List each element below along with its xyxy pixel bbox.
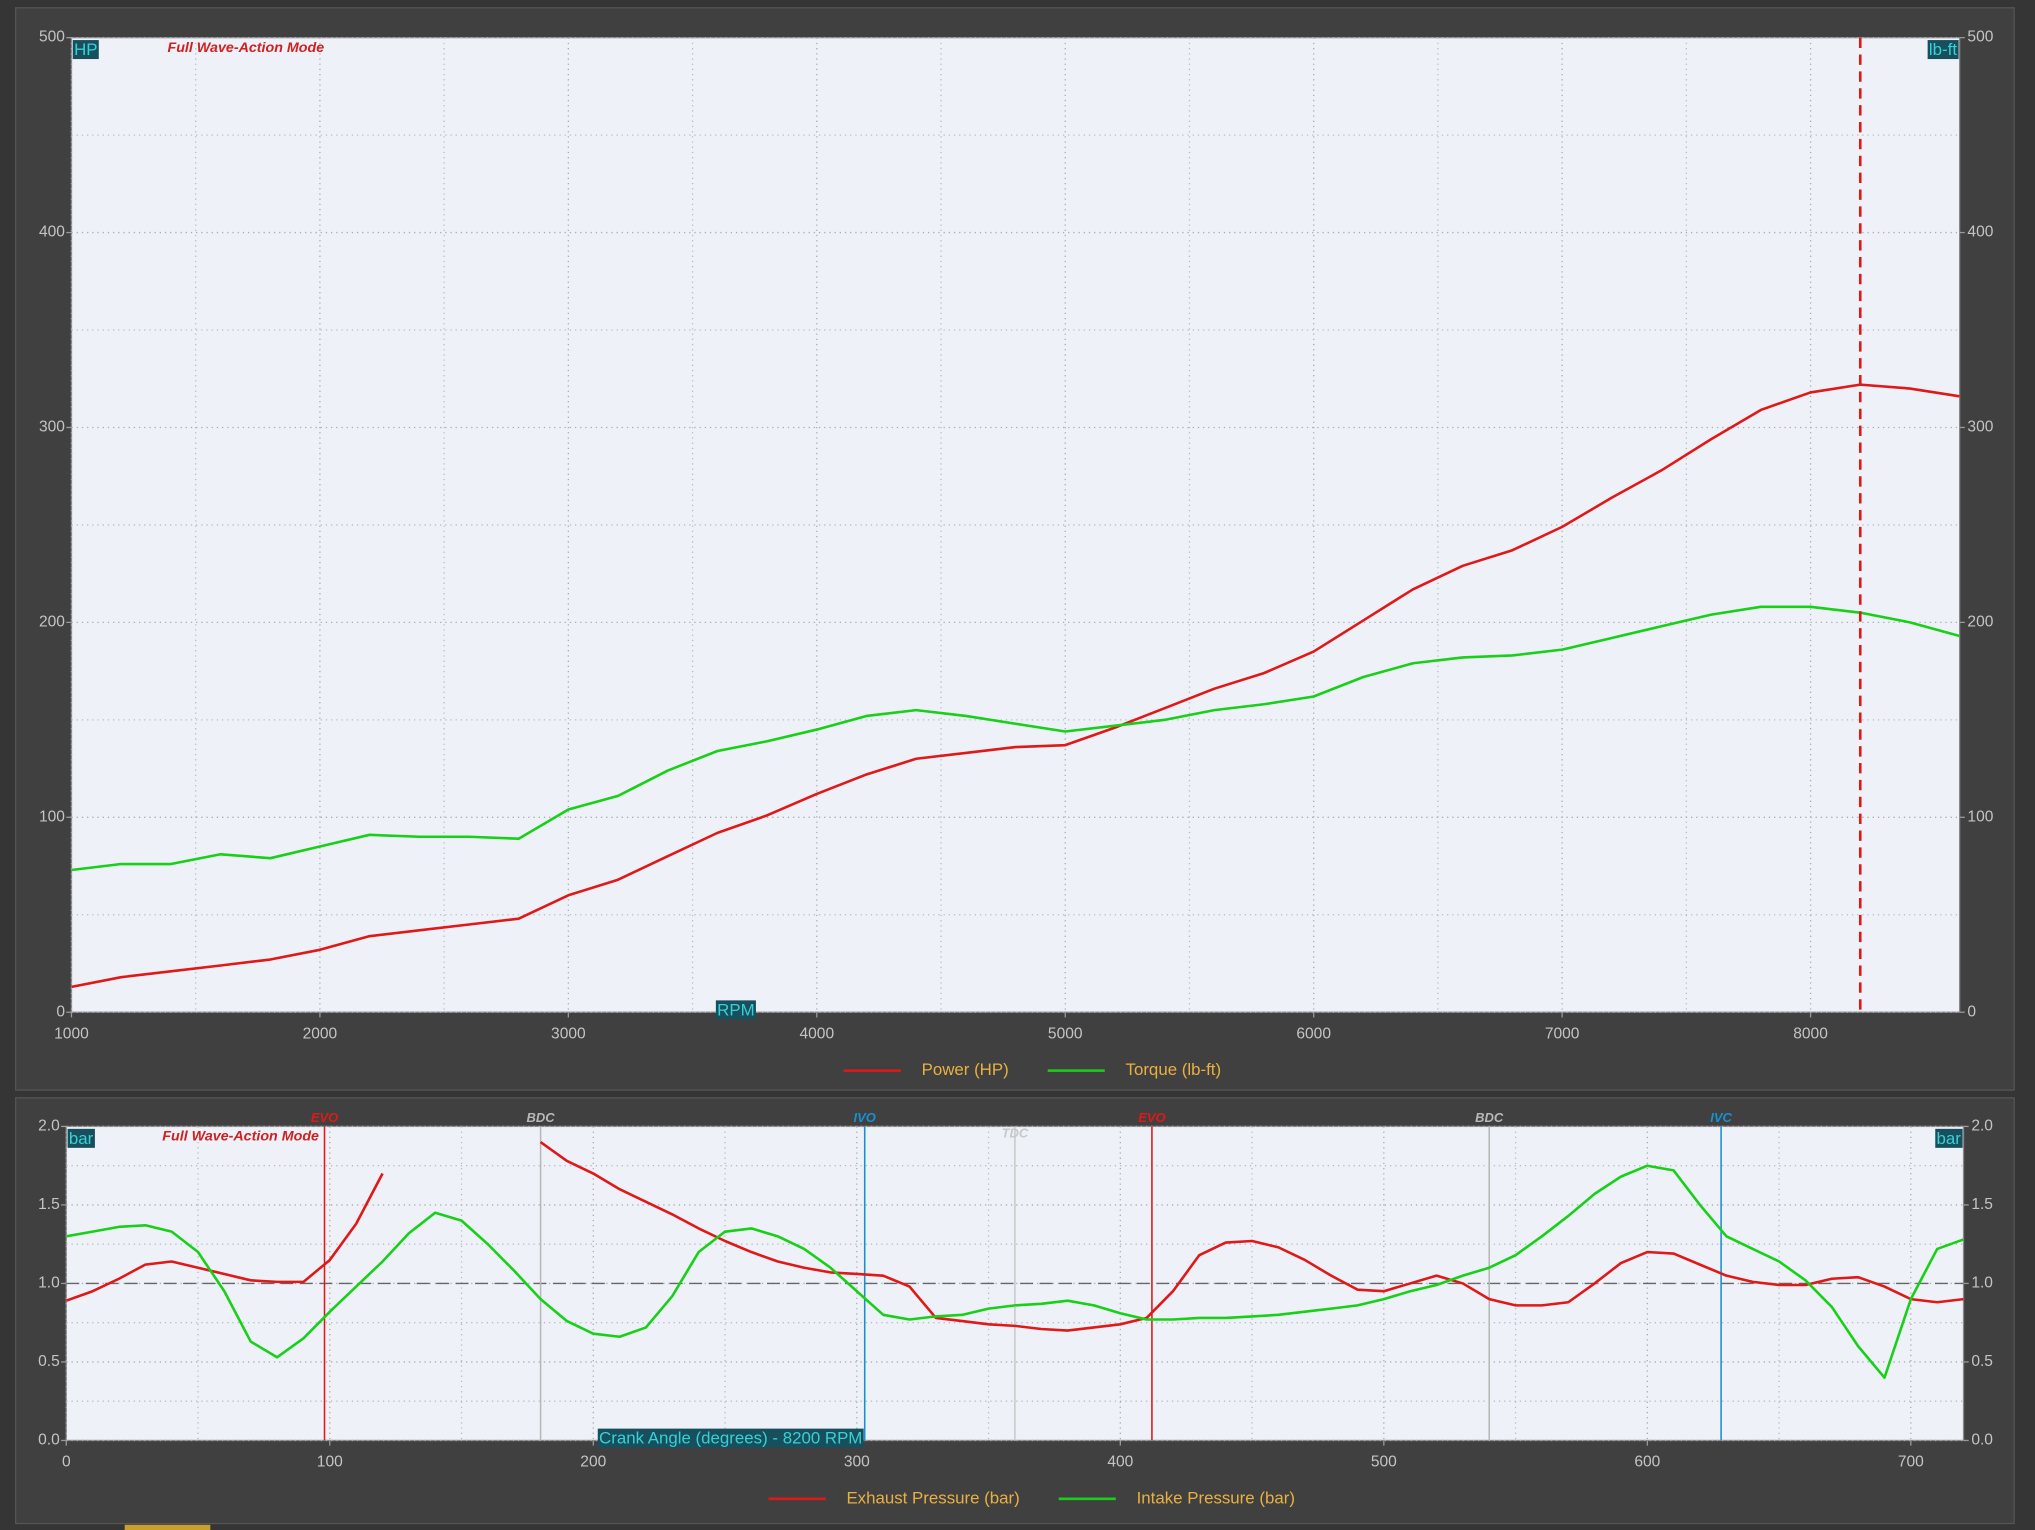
x-tick-label: 500 <box>1371 1454 1397 1471</box>
axis-label-box <box>1927 40 1959 60</box>
x-tick-label: 600 <box>1634 1454 1660 1471</box>
annotation: Full Wave-Action Mode <box>168 40 325 56</box>
y-tick-label: 0.5 <box>38 1353 60 1370</box>
legend-label: Power (HP) <box>922 1060 1009 1079</box>
y2-tick-label: 400 <box>1967 224 1993 241</box>
x-tick-label: 0 <box>62 1454 71 1471</box>
axis-label: lb-ft <box>1929 40 1957 59</box>
series-group <box>71 383 1960 989</box>
y-tick-label: 0 <box>56 1003 65 1020</box>
legend-label: Torque (lb-ft) <box>1126 1060 1222 1079</box>
y2-tick-label: 0 <box>1967 1003 1976 1020</box>
y-tick-label: 200 <box>39 613 65 630</box>
y-tick-label: 2.0 <box>38 1118 60 1135</box>
axis-label-box <box>1935 1128 1963 1148</box>
x-tick-label: 1000 <box>54 1025 89 1042</box>
y2-tick-label: 2.0 <box>1971 1118 1993 1135</box>
event-label: IVC <box>1710 1110 1732 1125</box>
x-tick-label: 4000 <box>799 1025 834 1042</box>
event-label: TDC <box>1002 1126 1029 1141</box>
y-tick-label: 300 <box>39 419 65 436</box>
x-tick-label: 8000 <box>1793 1025 1828 1042</box>
series-line <box>66 1164 1964 1379</box>
x-tick-label: 100 <box>317 1454 343 1471</box>
x-tick-label: 7000 <box>1545 1025 1580 1042</box>
series-line <box>71 383 1960 989</box>
axis-label: Crank Angle (degrees) - 8200 RPM <box>599 1429 862 1448</box>
axis-label-box <box>597 1428 864 1448</box>
x-tick-label: 2000 <box>303 1025 338 1042</box>
event-label: EVO <box>1138 1110 1165 1125</box>
series-line <box>66 1141 1964 1332</box>
series-line <box>71 605 1960 872</box>
axis-label-box <box>72 40 99 60</box>
x-tick-label: 3000 <box>551 1025 586 1042</box>
y2-tick-label: 0.5 <box>1971 1353 1993 1370</box>
x-tick-label: 200 <box>580 1454 606 1471</box>
y-tick-label: 1.0 <box>38 1275 60 1292</box>
x-tick-label: 700 <box>1898 1454 1924 1471</box>
axis-label: RPM <box>717 1000 754 1019</box>
tab[interactable] <box>124 1524 211 1530</box>
x-tick-label: 6000 <box>1296 1025 1331 1042</box>
event-label: IVO <box>854 1110 876 1125</box>
y2-tick-label: 100 <box>1967 808 1993 825</box>
series-group <box>66 1141 1964 1379</box>
y2-tick-label: 1.0 <box>1971 1275 1993 1292</box>
y2-tick-label: 200 <box>1967 613 1993 630</box>
legend-label: Exhaust Pressure (bar) <box>846 1488 1019 1507</box>
event-label: BDC <box>527 1110 556 1125</box>
axis-label: bar <box>69 1129 94 1148</box>
y2-tick-label: 500 <box>1967 29 1993 46</box>
y-tick-label: 0.0 <box>38 1432 60 1449</box>
y-tick-label: 500 <box>39 29 65 46</box>
x-tick-label: 300 <box>844 1454 870 1471</box>
y2-tick-label: 300 <box>1967 419 1993 436</box>
event-label: BDC <box>1475 1110 1504 1125</box>
y-tick-label: 1.5 <box>38 1196 60 1213</box>
y2-tick-label: 0.0 <box>1971 1432 1993 1449</box>
legend-label: Intake Pressure (bar) <box>1137 1488 1295 1507</box>
axis-label-box <box>67 1128 95 1148</box>
annotation: Full Wave-Action Mode <box>162 1129 319 1145</box>
x-tick-label: 400 <box>1107 1454 1133 1471</box>
y-tick-label: 100 <box>39 808 65 825</box>
event-label: EVO <box>311 1110 338 1125</box>
axis-label-box <box>715 1000 756 1020</box>
y2-tick-label: 1.5 <box>1971 1196 1993 1213</box>
axis-label: bar <box>1937 1129 1962 1148</box>
y-tick-label: 400 <box>39 224 65 241</box>
x-tick-label: 5000 <box>1048 1025 1083 1042</box>
axis-label: HP <box>74 40 97 59</box>
